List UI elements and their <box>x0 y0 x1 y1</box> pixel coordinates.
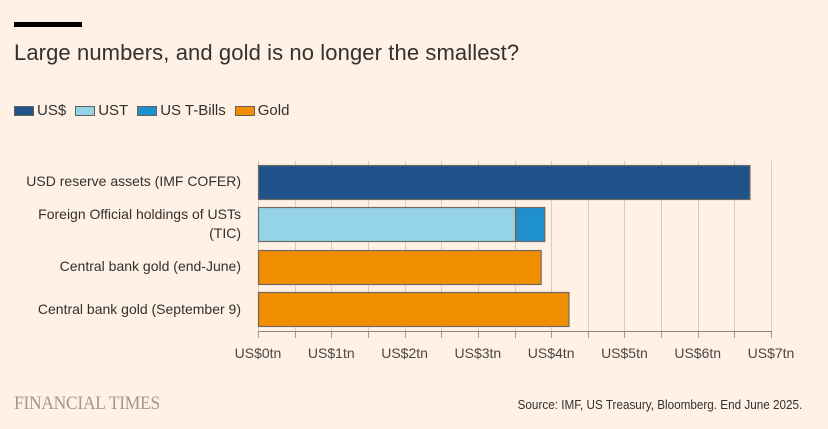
x-axis: US$0tn US$1tn US$2tn US$3tn US$4tn US$5tn US$6… <box>235 331 795 361</box>
x-tick-label: US$1tn <box>308 345 355 361</box>
legend-item-ust: UST <box>75 102 128 119</box>
legend-swatch-gold <box>234 105 255 116</box>
x-tick-label: US$0tn <box>235 345 282 361</box>
x-tick-label: US$4tn <box>528 345 575 361</box>
bar-ust-1 <box>257 206 517 243</box>
chart-title: Large numbers, and gold is no longer the… <box>14 40 520 65</box>
x-tick-label: US$7tn <box>748 345 795 361</box>
legend-label-tbills: US T-Bills <box>160 102 226 119</box>
category-label-gold-end-june: Central bank gold (end-June) <box>60 257 241 276</box>
category-label-line: (TIC) <box>209 225 241 241</box>
legend-item-usd: US$ <box>14 102 66 119</box>
bar-gold-2 <box>257 249 542 286</box>
ft-top-bar <box>14 22 82 27</box>
legend-swatch-usd <box>14 105 34 116</box>
bar-us-0 <box>257 164 751 201</box>
bar-gold-3 <box>257 291 570 328</box>
legend-item-tbills: US T-Bills <box>137 102 226 119</box>
x-tick-label: US$6tn <box>674 345 721 361</box>
category-label-line: USD reserve assets (IMF COFER) <box>26 173 241 189</box>
category-label-usd-reserves: USD reserve assets (IMF COFER) <box>26 172 241 191</box>
category-label-line: Foreign Official holdings of USTs <box>38 206 241 222</box>
category-label-line: Central bank gold (September 9) <box>37 301 241 317</box>
legend-item-gold: Gold <box>234 102 290 119</box>
source-note: Source: IMF, US Treasury, Bloomberg. End… <box>517 397 802 412</box>
legend: US$ UST US T-Bills Gold <box>14 102 298 119</box>
bar-us-t-bills-1 <box>515 206 546 243</box>
bars <box>257 164 751 328</box>
ft-logo: FINANCIAL TIMES <box>14 393 160 414</box>
x-tick-label: US$5tn <box>601 345 648 361</box>
legend-label-gold: Gold <box>257 102 290 119</box>
legend-swatch-ust <box>75 105 96 116</box>
legend-label-ust: UST <box>98 102 129 119</box>
legend-swatch-tbills <box>137 105 158 116</box>
x-tick-label: US$2tn <box>381 345 428 361</box>
x-tick-label: US$3tn <box>455 345 502 361</box>
category-label-foreign-official-usts: Foreign Official holdings of USTs (TIC) <box>38 205 241 243</box>
category-label-gold-sept-9: Central bank gold (September 9) <box>38 300 241 319</box>
legend-label-usd: US$ <box>37 102 67 119</box>
category-label-line: Central bank gold (end-June) <box>59 258 241 274</box>
